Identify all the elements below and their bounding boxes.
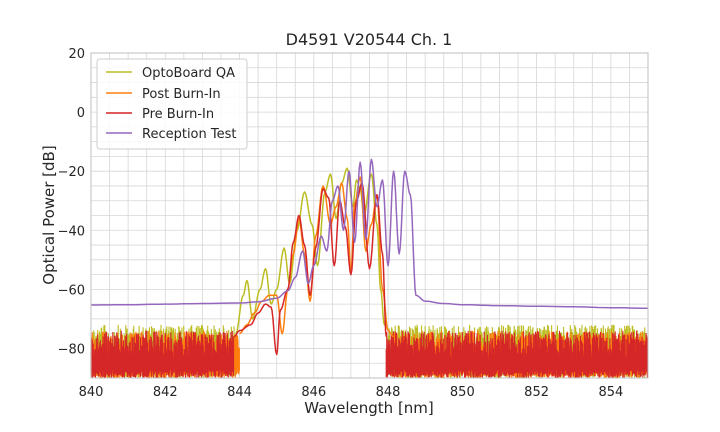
legend-label-optoboard-qa: OptoBoard QA — [142, 66, 235, 81]
y-tick-label: 20 — [68, 47, 85, 62]
legend-label-reception-test: Reception Test — [142, 127, 236, 142]
x-tick-label: 846 — [301, 385, 326, 400]
x-tick-label: 854 — [598, 385, 623, 400]
legend-label-post-burn-in: Post Burn-In — [142, 87, 221, 102]
chart-title: D4591 V20544 Ch. 1 — [286, 30, 453, 49]
series-noise-floor — [385, 330, 649, 379]
x-axis-label: Wavelength [nm] — [304, 399, 434, 417]
y-tick-labels: 20 0 −20 −40 −60 −80 — [58, 47, 85, 357]
y-tick-label: −80 — [58, 342, 85, 357]
series-line — [91, 158, 649, 310]
x-tick-label: 840 — [79, 385, 104, 400]
series-lines — [91, 158, 649, 356]
axes — [90, 52, 649, 379]
y-tick-label: −40 — [58, 224, 85, 239]
legend-box — [96, 58, 248, 150]
x-tick-label: 848 — [376, 385, 401, 400]
y-tick-label: −60 — [58, 283, 85, 298]
noise-floor-layer — [90, 324, 649, 379]
legend: OptoBoard QA Post Burn-In Pre Burn-In Re… — [96, 58, 248, 150]
y-tick-label: −20 — [58, 165, 85, 180]
series-line — [239, 176, 394, 338]
x-tick-label: 842 — [153, 385, 178, 400]
x-tick-label: 844 — [227, 385, 252, 400]
x-tick-label: 850 — [450, 385, 475, 400]
y-axis-label: Optical Power [dB] — [40, 145, 58, 284]
plot-frame — [90, 52, 649, 379]
x-tick-label: 852 — [524, 385, 549, 400]
legend-label-pre-burn-in: Pre Burn-In — [142, 107, 214, 122]
x-tick-labels: 840 842 844 846 848 850 852 854 — [79, 385, 624, 400]
y-tick-label: 0 — [77, 106, 85, 121]
series-line — [235, 167, 389, 335]
series-noise-floor — [90, 330, 235, 379]
series-line — [233, 182, 387, 356]
